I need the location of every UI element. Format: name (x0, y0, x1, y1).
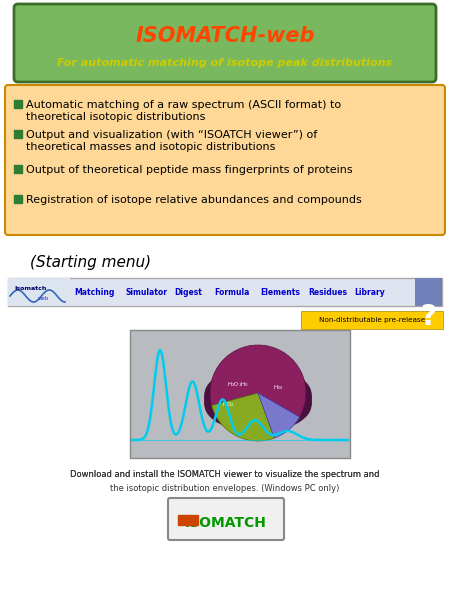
Text: HO$_2$: HO$_2$ (222, 401, 234, 409)
Bar (14, 130, 22, 138)
FancyBboxPatch shape (415, 278, 442, 306)
Text: Download and install the ISOMATCH viewer to visualize the spectrum and: Download and install the ISOMATCH viewer… (70, 470, 380, 479)
Text: Download and install the ISOMATCH viewer to visualize the spectrum and: Download and install the ISOMATCH viewer… (70, 470, 380, 479)
Ellipse shape (205, 374, 311, 427)
Text: Elements: Elements (260, 288, 300, 297)
Bar (14, 195, 22, 203)
Text: H$_0$$_2$: H$_0$$_2$ (273, 383, 284, 392)
Bar (178, 515, 198, 525)
Text: web: web (38, 296, 50, 301)
Wedge shape (210, 345, 306, 417)
Text: the isotopic distribution envelopes. (Windows PC only): the isotopic distribution envelopes. (Wi… (110, 484, 340, 493)
Ellipse shape (205, 371, 311, 424)
Text: Matching: Matching (74, 288, 114, 297)
Ellipse shape (205, 368, 311, 421)
Text: Non-distributable pre-release: Non-distributable pre-release (319, 317, 425, 323)
Ellipse shape (205, 374, 311, 427)
Wedge shape (212, 393, 274, 441)
Text: Output and visualization (with “ISOATCH viewer”) of
theoretical masses and isoto: Output and visualization (with “ISOATCH … (26, 130, 317, 152)
Ellipse shape (205, 373, 311, 425)
Text: Output of theoretical peptide mass fingerprints of proteins: Output of theoretical peptide mass finge… (26, 165, 353, 175)
Text: ?: ? (420, 303, 436, 331)
Ellipse shape (205, 377, 311, 430)
Bar (14, 100, 22, 108)
Ellipse shape (205, 371, 311, 424)
FancyBboxPatch shape (8, 278, 70, 306)
Text: ISOMATCH-web: ISOMATCH-web (135, 26, 315, 46)
Ellipse shape (205, 368, 311, 421)
Text: For automatic matching of isotope peak distributions: For automatic matching of isotope peak d… (58, 58, 392, 68)
FancyBboxPatch shape (14, 4, 436, 82)
FancyBboxPatch shape (168, 498, 284, 540)
Ellipse shape (205, 379, 311, 431)
Text: Simulator: Simulator (126, 288, 168, 297)
Ellipse shape (205, 370, 311, 422)
Ellipse shape (205, 376, 311, 428)
Text: ISOMATCH: ISOMATCH (185, 516, 267, 530)
Text: Isomatch: Isomatch (14, 286, 46, 291)
Text: Registration of isotope relative abundances and compounds: Registration of isotope relative abundan… (26, 195, 362, 205)
Text: Formula: Formula (214, 288, 249, 297)
Text: (Starting menu): (Starting menu) (30, 255, 151, 270)
Wedge shape (258, 393, 300, 438)
FancyBboxPatch shape (8, 278, 442, 306)
Bar (14, 165, 22, 173)
Ellipse shape (205, 377, 311, 430)
Text: Automatic matching of a raw spectrum (ASCII format) to
theoretical isotopic dist: Automatic matching of a raw spectrum (AS… (26, 100, 341, 122)
Text: Digest: Digest (174, 288, 202, 297)
FancyBboxPatch shape (5, 85, 445, 235)
FancyBboxPatch shape (301, 311, 443, 329)
FancyBboxPatch shape (130, 330, 350, 458)
Text: Library: Library (354, 288, 385, 297)
Text: Residues: Residues (308, 288, 347, 297)
Text: H$_2$O$_1$H$_0$: H$_2$O$_1$H$_0$ (227, 380, 249, 389)
